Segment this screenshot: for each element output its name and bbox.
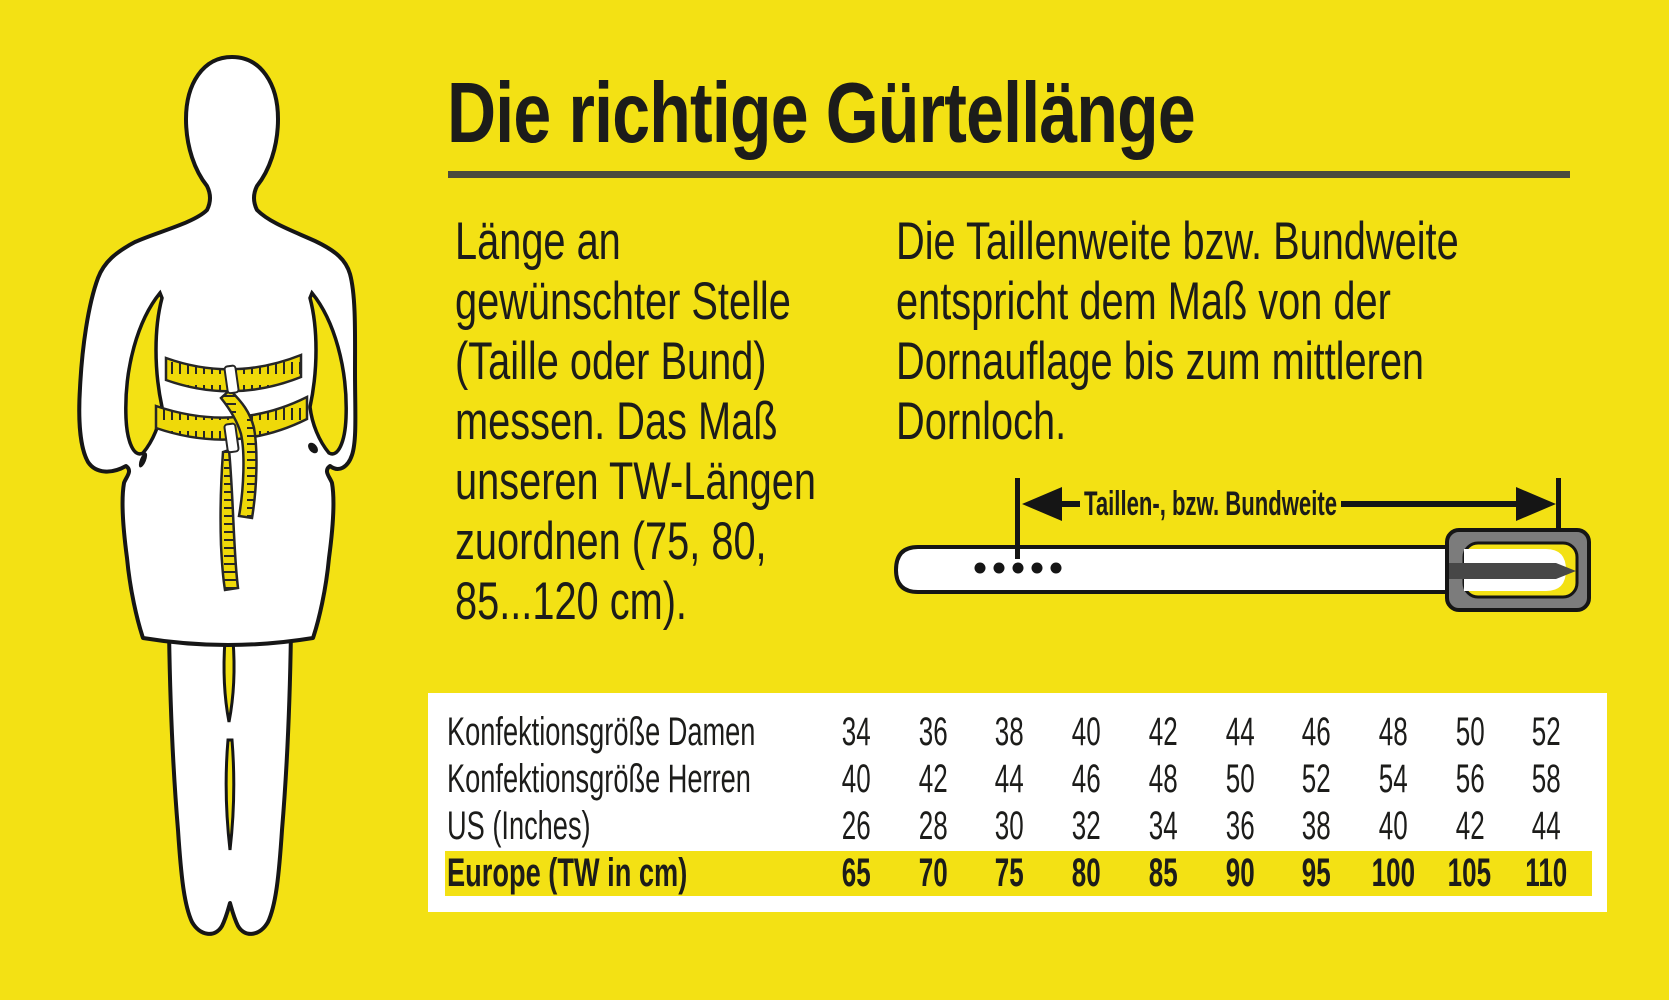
table-row-europe-highlight: Europe (TW in cm) 65 70 75 80 85 90 95 1… xyxy=(428,850,1607,897)
size-value: 46 xyxy=(1302,710,1331,754)
row-label: Konfektionsgröße Damen xyxy=(447,710,756,754)
arrow-shaft-left xyxy=(1060,501,1080,507)
size-value: 110 xyxy=(1525,851,1568,895)
size-value: 50 xyxy=(1225,757,1255,801)
body-shape xyxy=(77,55,358,647)
size-value: 54 xyxy=(1378,757,1408,801)
belt-prong xyxy=(1449,563,1576,579)
size-value: 36 xyxy=(918,710,948,754)
instruction-left-line: zuordnen (75, 80, xyxy=(455,512,767,571)
size-value: 70 xyxy=(918,851,948,895)
size-value: 36 xyxy=(1225,804,1255,848)
size-value: 42 xyxy=(1148,710,1178,754)
size-value: 28 xyxy=(918,804,948,848)
measuring-tape-tail-long xyxy=(219,448,240,592)
leg-gap-upper xyxy=(222,638,236,723)
size-conversion-table: Konfektionsgröße Damen 34 36 38 40 42 44… xyxy=(428,693,1607,912)
page-title: Die richtige Gürtellänge xyxy=(447,66,1196,161)
title-underline xyxy=(448,171,1570,178)
tape-clasp-waist xyxy=(223,364,240,395)
measure-line-left xyxy=(1015,478,1020,559)
measuring-tape-hip xyxy=(154,394,309,441)
instruction-right-line: Dornloch. xyxy=(896,392,1067,451)
table-row: Konfektionsgröße Damen 34 36 38 40 42 44… xyxy=(428,709,1607,756)
table-row: Konfektionsgröße Herren 40 42 44 46 48 5… xyxy=(428,756,1607,803)
size-value: 52 xyxy=(1532,710,1561,754)
leg-gap-lower xyxy=(224,738,236,851)
size-value: 44 xyxy=(995,757,1025,801)
size-value: 100 xyxy=(1371,851,1415,895)
size-value: 48 xyxy=(1378,710,1408,754)
size-value: 44 xyxy=(1532,804,1561,848)
size-value: 42 xyxy=(1455,804,1485,848)
size-value: 58 xyxy=(1532,757,1561,801)
row-label: US (Inches) xyxy=(447,804,591,848)
instruction-left-line: unseren TW-Längen xyxy=(455,452,816,511)
size-value: 48 xyxy=(1148,757,1178,801)
size-value: 34 xyxy=(1148,804,1178,848)
size-value: 65 xyxy=(841,851,871,895)
instruction-right: Die Taillenweite bzw. Bundweite entspric… xyxy=(896,212,1459,452)
size-value: 38 xyxy=(995,710,1025,754)
size-value: 40 xyxy=(1378,804,1408,848)
instruction-left-line: Länge an xyxy=(455,212,621,271)
measuring-tape-tail-short xyxy=(219,388,258,520)
hip-mark-right xyxy=(308,442,318,454)
size-value: 90 xyxy=(1225,851,1255,895)
size-value: 32 xyxy=(1071,804,1101,848)
size-value: 30 xyxy=(995,804,1025,848)
table-row: US (Inches) 26 28 30 32 34 36 38 40 42 4… xyxy=(428,803,1607,850)
instruction-right-line: Die Taillenweite bzw. Bundweite xyxy=(896,212,1459,271)
size-value: 42 xyxy=(918,757,948,801)
size-value: 46 xyxy=(1071,757,1101,801)
size-value: 50 xyxy=(1455,710,1485,754)
measure-line-right xyxy=(1556,478,1561,531)
body-silhouette-illustration xyxy=(77,55,358,936)
size-value: 56 xyxy=(1455,757,1485,801)
instruction-left: Länge an gewünschter Stelle (Taille oder… xyxy=(455,212,816,632)
size-value: 26 xyxy=(841,804,871,848)
armpit-gap-left xyxy=(124,289,164,456)
belt-strap xyxy=(893,545,1472,594)
row-label: Europe (TW in cm) xyxy=(447,851,688,895)
armpit-gap-right xyxy=(308,289,348,456)
arrowhead-left xyxy=(1022,487,1062,521)
row-label: Konfektionsgröße Herren xyxy=(447,757,751,801)
belt-illustration: Taillen-, bzw. Bundweite xyxy=(893,478,1591,612)
instruction-right-line: Dornauflage bis zum mittleren xyxy=(896,332,1425,391)
size-value: 38 xyxy=(1302,804,1331,848)
instruction-left-line: messen. Das Maß xyxy=(455,392,778,451)
size-value: 40 xyxy=(841,757,871,801)
size-value: 75 xyxy=(995,851,1025,895)
tape-clasp-hip xyxy=(223,422,240,454)
size-value: 95 xyxy=(1302,851,1331,895)
instruction-left-line: gewünschter Stelle xyxy=(455,272,791,331)
instruction-right-line: entspricht dem Maß von der xyxy=(896,272,1391,331)
instruction-left-line: 85...120 cm). xyxy=(455,572,687,631)
hip-mark-left xyxy=(138,452,148,468)
size-value: 85 xyxy=(1148,851,1178,895)
size-value: 44 xyxy=(1225,710,1255,754)
size-value: 52 xyxy=(1302,757,1331,801)
size-value: 40 xyxy=(1071,710,1101,754)
size-value: 80 xyxy=(1071,851,1101,895)
arrow-shaft-right xyxy=(1341,501,1517,507)
belt-holes xyxy=(974,562,1062,574)
arrowhead-right xyxy=(1516,487,1556,521)
size-value: 34 xyxy=(841,710,871,754)
size-value: 105 xyxy=(1448,851,1492,895)
instruction-left-line: (Taille oder Bund) xyxy=(455,332,767,391)
belt-measure-label: Taillen-, bzw. Bundweite xyxy=(1084,485,1337,523)
